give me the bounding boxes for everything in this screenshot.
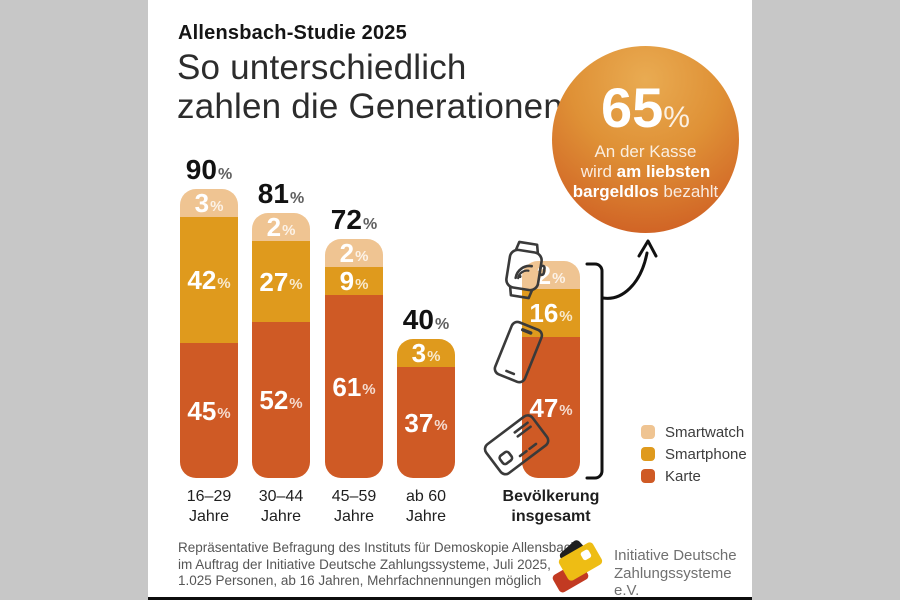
segment-smartwatch: 3% <box>180 189 238 217</box>
category-label: Bevölkerung insgesamt <box>502 488 600 525</box>
logo-card-hole <box>579 548 593 562</box>
legend-swatch <box>641 425 655 439</box>
segment-smartphone: 3% <box>397 339 455 367</box>
stacked-bar-16-29-jahre: 3% 42% 45% <box>180 189 238 478</box>
segment-smartphone: 27% <box>252 241 310 322</box>
segment-smartwatch: 2% <box>325 239 383 267</box>
segment-karte: 45% <box>180 343 238 478</box>
bar-total-label: 72% <box>330 204 378 235</box>
legend-label: Karte <box>665 467 701 485</box>
page-title: So unterschiedlich zahlen die Generation… <box>177 48 563 126</box>
legend-label: Smartphone <box>665 445 747 463</box>
right-gray-band <box>752 0 900 600</box>
study-kicker: Allensbach-Studie 2025 <box>178 22 407 44</box>
bar-total-label: 81% <box>257 178 305 209</box>
left-gray-band <box>0 0 148 600</box>
category-label: ab 60 Jahre <box>405 488 447 525</box>
segment-smartphone: 16% <box>522 289 580 337</box>
smartphone-icon <box>493 320 544 384</box>
publisher-logo: Initiative Deutsche Zahlungssysteme e.V. <box>551 538 752 599</box>
highlight-value: 65% <box>601 75 690 139</box>
legend-label: Smartwatch <box>665 423 745 441</box>
source-note: Repräsentative Befragung des Instituts f… <box>178 540 578 588</box>
category-label: 16–29 Jahre <box>186 488 232 525</box>
title-line-2: zahlen die Generationen <box>177 87 563 126</box>
legend-item-smartphone: Smartphone <box>641 443 747 465</box>
bottom-rule <box>148 597 752 600</box>
legend-swatch <box>641 469 655 483</box>
bar-total-label: 40% <box>402 304 450 335</box>
stacked-bar-45-59-jahre: 2% 9% 61% <box>325 239 383 478</box>
category-label: 30–44 Jahre <box>258 488 304 525</box>
legend-item-karte: Karte <box>641 465 747 487</box>
legend: Smartwatch Smartphone Karte <box>641 421 747 487</box>
legend-item-smartwatch: Smartwatch <box>641 421 747 443</box>
segment-karte: 52% <box>252 322 310 478</box>
bar-total-label: 90% <box>185 154 233 185</box>
legend-swatch <box>641 447 655 461</box>
credit-card-icon <box>483 414 550 476</box>
segment-smartphone: 42% <box>180 217 238 343</box>
stacked-bar-ab-60-jahre: 3% 37% <box>397 339 455 478</box>
highlight-caption: An der Kasse wird am liebsten bargeldlos… <box>572 141 719 201</box>
segment-karte: 61% <box>325 295 383 478</box>
stacked-bar-30-44-jahre: 2% 27% 52% <box>252 213 310 478</box>
title-line-1: So unterschiedlich <box>177 48 467 87</box>
category-label: 45–59 Jahre <box>331 488 377 525</box>
highlight-circle: 65% An der Kasse wird am liebsten bargel… <box>552 46 739 233</box>
segment-karte: 37% <box>397 367 455 478</box>
segment-smartwatch: 2% <box>252 213 310 241</box>
publisher-name: Initiative Deutsche Zahlungssysteme e.V. <box>614 547 737 599</box>
segment-smartphone: 9% <box>325 267 383 295</box>
smartwatch-icon <box>505 240 546 300</box>
